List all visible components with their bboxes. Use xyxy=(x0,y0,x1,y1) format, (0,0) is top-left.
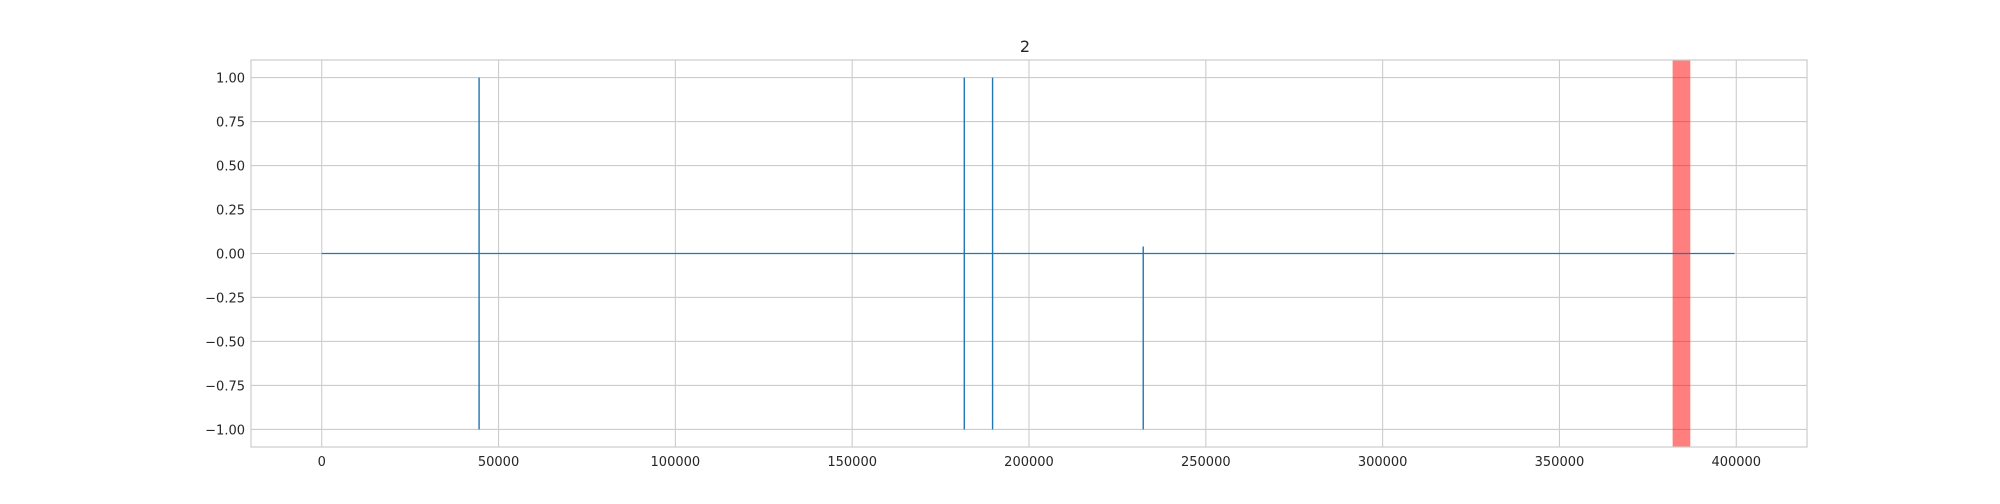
chart-title: 2 xyxy=(1020,37,1030,56)
y-tick-label: 0.50 xyxy=(216,160,245,175)
x-tick-label: 0 xyxy=(318,455,326,470)
x-tick-label: 400000 xyxy=(1711,455,1761,470)
x-tick-label: 350000 xyxy=(1535,455,1585,470)
y-tick-label: 0.25 xyxy=(216,204,245,219)
y-tick-label: 0.00 xyxy=(216,248,245,263)
x-tick-label: 100000 xyxy=(651,455,701,470)
plot-frame xyxy=(250,59,1808,448)
x-tick-label: 50000 xyxy=(478,455,519,470)
series-layer xyxy=(321,77,1735,430)
y-tick-label: 0.75 xyxy=(216,116,245,131)
y-tick-label: −0.50 xyxy=(205,335,245,350)
x-tick-label: 250000 xyxy=(1181,455,1231,470)
y-tick-label: 1.00 xyxy=(216,72,245,87)
x-tick-label: 200000 xyxy=(1004,455,1054,470)
y-tick-label: −0.25 xyxy=(205,291,245,306)
tick-label-layer: 0 50000 100000 150000 200000 250000 300000 3500… xyxy=(205,72,1761,470)
x-tick-label: 300000 xyxy=(1358,455,1408,470)
y-tick-label: −1.00 xyxy=(205,423,245,438)
x-tick-label: 150000 xyxy=(827,455,877,470)
y-tick-label: −0.75 xyxy=(205,379,245,394)
